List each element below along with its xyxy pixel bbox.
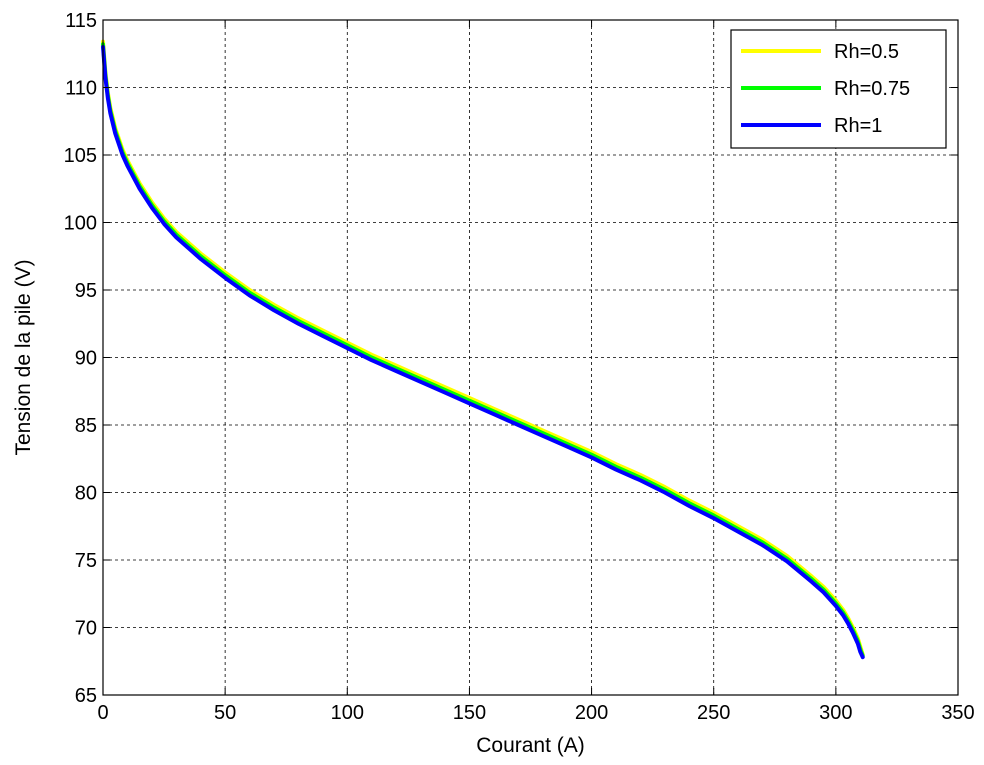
legend: Rh=0.5 Rh=0.75 Rh=1 [730,29,947,149]
y-tick-label: 85 [75,415,97,437]
x-tick-label: 0 [97,702,108,724]
tick-labels: 0 50 100 150 200 250 300 350 65 70 75 80 85 90 95 100 10… [64,10,975,724]
x-tick-label: 350 [941,702,974,724]
y-tick-label: 65 [75,685,97,707]
y-tick-label: 105 [64,145,97,167]
x-tick-label: 150 [453,702,486,724]
series-line-3 [101,45,865,660]
legend-label: Rh=1 [834,115,882,137]
y-tick-label: 80 [75,483,97,505]
y-tick-label: 110 [65,78,97,100]
x-axis-label: Courant (A) [476,734,585,757]
x-tick-label: 250 [697,702,730,724]
legend-label: Rh=0.5 [834,41,899,63]
y-tick-label: 100 [64,213,97,235]
x-tick-label: 50 [214,702,236,724]
y-tick-label: 115 [65,10,97,32]
y-tick-label: 75 [75,550,97,572]
y-tick-label: 95 [75,280,97,302]
x-tick-label: 100 [331,702,364,724]
y-tick-label: 70 [75,618,97,640]
y-tick-label: 90 [75,348,97,370]
y-axis-label: Tension de la pile (V) [12,259,35,455]
ticks [102,19,959,696]
x-tick-label: 200 [575,702,608,724]
x-tick-label: 300 [819,702,852,724]
series-group [101,39,865,660]
legend-label: Rh=0.75 [834,78,910,100]
